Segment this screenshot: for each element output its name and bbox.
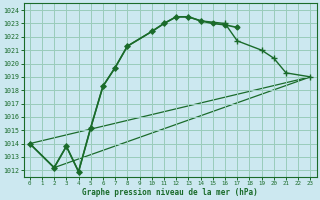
X-axis label: Graphe pression niveau de la mer (hPa): Graphe pression niveau de la mer (hPa) — [82, 188, 258, 197]
